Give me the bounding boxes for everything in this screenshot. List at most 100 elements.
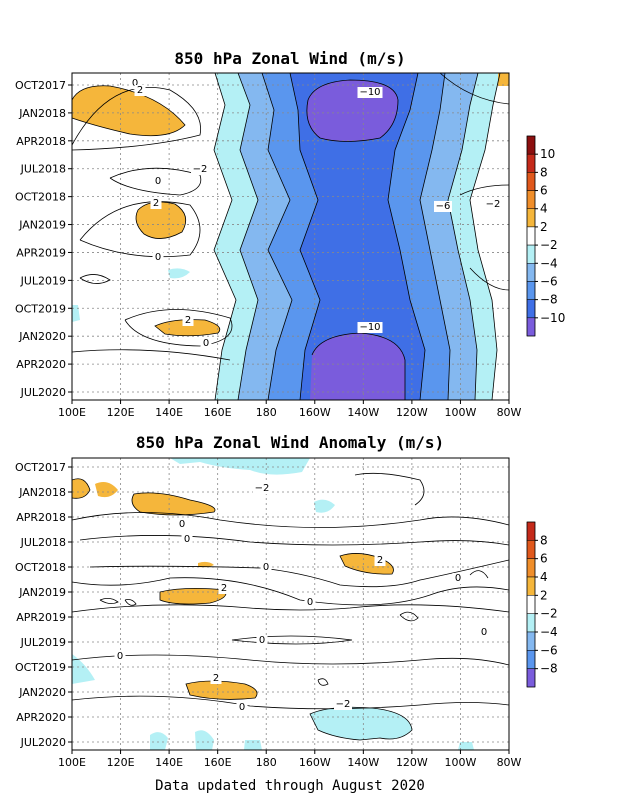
- top-band-p4-7: [136, 202, 186, 239]
- colorbar-swatch: [526, 263, 536, 282]
- contour-label-bg: [484, 199, 502, 210]
- y-tick-label: JAN2020: [18, 686, 66, 699]
- x-tick-label: 120E: [107, 406, 135, 419]
- contour-label-bg: [176, 519, 188, 530]
- contour-label-bg: [334, 699, 352, 710]
- x-tick-label: 100E: [58, 756, 86, 769]
- x-tick-label: 100W: [445, 406, 477, 419]
- contour-label: −2: [486, 199, 501, 210]
- top-contour-line: [124, 309, 233, 347]
- contour-label: 0: [155, 176, 161, 187]
- y-tick-label: JAN2019: [18, 219, 66, 232]
- bottom-band-n2-10: [310, 707, 412, 740]
- x-tick-label: 160E: [204, 756, 232, 769]
- top-contour-line: [439, 72, 510, 105]
- bottom-band-p4-0: [72, 478, 90, 499]
- x-tick-label: 160W: [299, 406, 331, 419]
- contour-label: 2: [377, 555, 383, 566]
- contour-label: −6: [436, 201, 451, 212]
- top-y-axis: OCT2017 JAN2018 APR2018 JUL2018 OCT2018 JAN20…: [15, 79, 72, 399]
- top-contour-line: [289, 72, 321, 401]
- y-tick-label: OCT2019: [15, 302, 66, 315]
- bottom-band-p4-5: [186, 681, 258, 700]
- contour-label: 0: [203, 338, 209, 349]
- top-contour-line: [154, 319, 221, 337]
- contour-label-bg: [191, 164, 209, 175]
- colorbar-swatch: [526, 650, 536, 669]
- bottom-x-axis: 100E 120E 140E 160E 180 160W 140W 120W 100W 80W: [58, 750, 522, 769]
- top-band-p4-6: [72, 85, 185, 136]
- top-contour-line: [447, 72, 479, 401]
- top-contour-line: [135, 201, 187, 239]
- colorbar-label: −8: [540, 293, 558, 307]
- y-tick-label: JAN2018: [18, 486, 66, 499]
- x-tick-label: 120E: [107, 756, 135, 769]
- contour-label-bg: [304, 597, 316, 608]
- bottom-band-n2-9: [72, 654, 95, 684]
- y-tick-label: OCT2018: [15, 191, 66, 204]
- colorbar-swatch: [526, 558, 536, 578]
- y-tick-label: JUL2020: [20, 386, 66, 399]
- bottom-band-n2-7: [170, 458, 310, 475]
- bottom-contour-line: [354, 472, 425, 506]
- x-tick-label: 160E: [204, 406, 232, 419]
- colorbar-label: −2: [540, 238, 558, 252]
- bottom-contour-line: [99, 598, 119, 604]
- colorbar-swatch: [526, 208, 536, 228]
- top-contour-line: [71, 85, 186, 137]
- contour-label: 0: [117, 651, 123, 662]
- bottom-chart-plot: −2 0 0 0 2 0 2 0 0 0 0 2 0 −2: [71, 457, 510, 751]
- y-tick-label: JAN2018: [18, 107, 66, 120]
- y-tick-label: JUL2019: [20, 636, 66, 649]
- colorbar-frame: [526, 521, 536, 688]
- y-tick-label: APR2019: [16, 611, 66, 624]
- bottom-band-n2-11: [150, 732, 168, 750]
- contour-label: −2: [336, 699, 351, 710]
- contour-label-bg: [129, 78, 141, 89]
- colorbar-label: −8: [540, 662, 558, 676]
- colorbar-swatch: [526, 135, 536, 155]
- contour-label-bg: [357, 87, 383, 98]
- contour-label-bg: [210, 673, 222, 684]
- top-plot-frame: [71, 72, 510, 401]
- colorbar-label: −6: [540, 274, 558, 288]
- colorbar-label: −6: [540, 643, 558, 657]
- bottom-contour-line: [469, 570, 489, 579]
- bottom-contour-line: [317, 678, 329, 686]
- colorbar-swatch: [526, 226, 536, 246]
- contour-label-bg: [253, 483, 271, 494]
- y-tick-label: APR2018: [16, 135, 66, 148]
- bottom-contour-line: [89, 559, 510, 588]
- colorbar-label: 4: [540, 202, 548, 216]
- x-tick-label: 140W: [347, 756, 379, 769]
- bottom-contour-line: [231, 635, 353, 645]
- colorbar-swatch: [526, 172, 536, 191]
- bottom-band-n2-12: [195, 730, 214, 750]
- colorbar-label: −2: [540, 607, 558, 621]
- contour-label-bg: [200, 338, 212, 349]
- contour-label: 0: [179, 519, 185, 530]
- x-tick-label: 120W: [396, 756, 428, 769]
- bottom-contour-line: [309, 706, 413, 741]
- bottom-band-p4-4: [160, 588, 226, 604]
- contour-label-bg: [152, 252, 164, 263]
- top-chart-title: 850 hPa Zonal Wind (m/s): [174, 49, 405, 68]
- colorbar-swatch: [526, 244, 536, 264]
- contour-label: −10: [359, 87, 380, 98]
- top-band-n2-11: [72, 305, 80, 322]
- bottom-contour-line: [71, 695, 510, 710]
- contour-label-bg: [374, 555, 386, 566]
- colorbar-swatch: [526, 540, 536, 559]
- y-tick-label: APR2020: [16, 358, 66, 371]
- contour-label: 0: [184, 534, 190, 545]
- contour-label-bg: [114, 651, 126, 662]
- top-band-p4-9: [498, 73, 509, 86]
- bottom-band-p4-2: [132, 492, 215, 515]
- bottom-contour-line: [339, 553, 394, 575]
- top-contour-line: [459, 184, 510, 196]
- colorbar-swatch: [526, 595, 536, 614]
- contour-label-bg: [260, 562, 272, 573]
- contour-label-bg: [218, 583, 230, 594]
- y-tick-label: JUL2019: [20, 274, 66, 287]
